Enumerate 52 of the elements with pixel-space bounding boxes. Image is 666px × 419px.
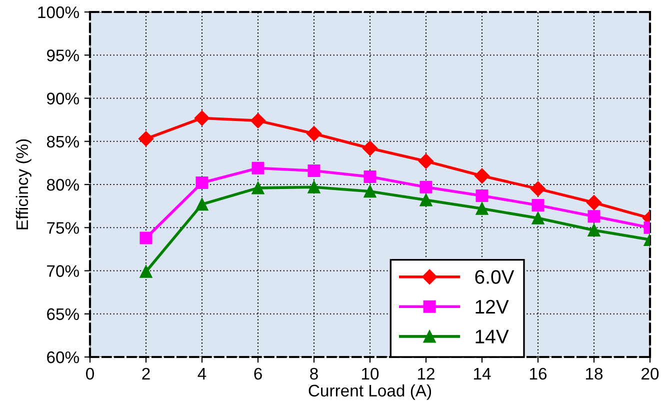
- point: [474, 168, 490, 184]
- y-tick-label: 95%: [47, 50, 79, 62]
- point: [252, 162, 264, 174]
- y-tick-label: 70%: [47, 265, 79, 277]
- point: [532, 212, 544, 224]
- point: [588, 224, 600, 236]
- point: [308, 180, 320, 194]
- y-tick-label: 80%: [46, 178, 79, 191]
- point: [196, 198, 208, 211]
- x-tick-label: 18: [586, 368, 603, 380]
- x-tick-label: 8: [310, 368, 318, 380]
- x-tick-label: 2: [142, 368, 150, 380]
- x-tick-label: 20: [642, 368, 659, 380]
- point: [252, 182, 264, 194]
- legend-label: 6.0V: [475, 270, 514, 284]
- x-tick-label: 16: [530, 368, 547, 380]
- x-axis-title: Current Load (A): [308, 384, 432, 400]
- point: [476, 189, 488, 202]
- point: [364, 185, 376, 198]
- point: [308, 164, 320, 177]
- y-axis-title: Efficincy (%): [16, 139, 32, 230]
- point: [586, 195, 602, 210]
- y-tick-label: 60%: [47, 351, 79, 364]
- legend-label: 12V: [476, 300, 509, 314]
- legend-label: 14V: [476, 330, 509, 344]
- point: [420, 194, 432, 206]
- point: [140, 232, 152, 244]
- point: [418, 154, 434, 169]
- point: [194, 110, 210, 126]
- x-tick-label: 12: [418, 368, 434, 380]
- x-tick-label: 10: [362, 368, 379, 380]
- point: [140, 265, 152, 278]
- y-tick-label: 100%: [38, 6, 79, 18]
- point: [364, 170, 376, 183]
- x-tick-label: 14: [474, 368, 491, 380]
- point: [420, 180, 432, 194]
- point: [138, 131, 154, 146]
- point: [476, 202, 488, 215]
- point: [250, 113, 266, 128]
- y-tick-label: 65%: [47, 308, 79, 320]
- y-tick-label: 75%: [47, 222, 79, 234]
- point: [306, 126, 322, 142]
- x-tick-label: 0: [86, 368, 94, 380]
- point: [362, 140, 378, 156]
- point: [588, 210, 600, 223]
- x-tick-label: 6: [254, 368, 262, 380]
- y-tick-label: 90%: [47, 92, 79, 104]
- point: [532, 198, 544, 212]
- x-tick-label: 4: [198, 368, 206, 380]
- point: [530, 181, 546, 196]
- point: [196, 176, 208, 190]
- y-tick-label: 85%: [46, 136, 79, 148]
